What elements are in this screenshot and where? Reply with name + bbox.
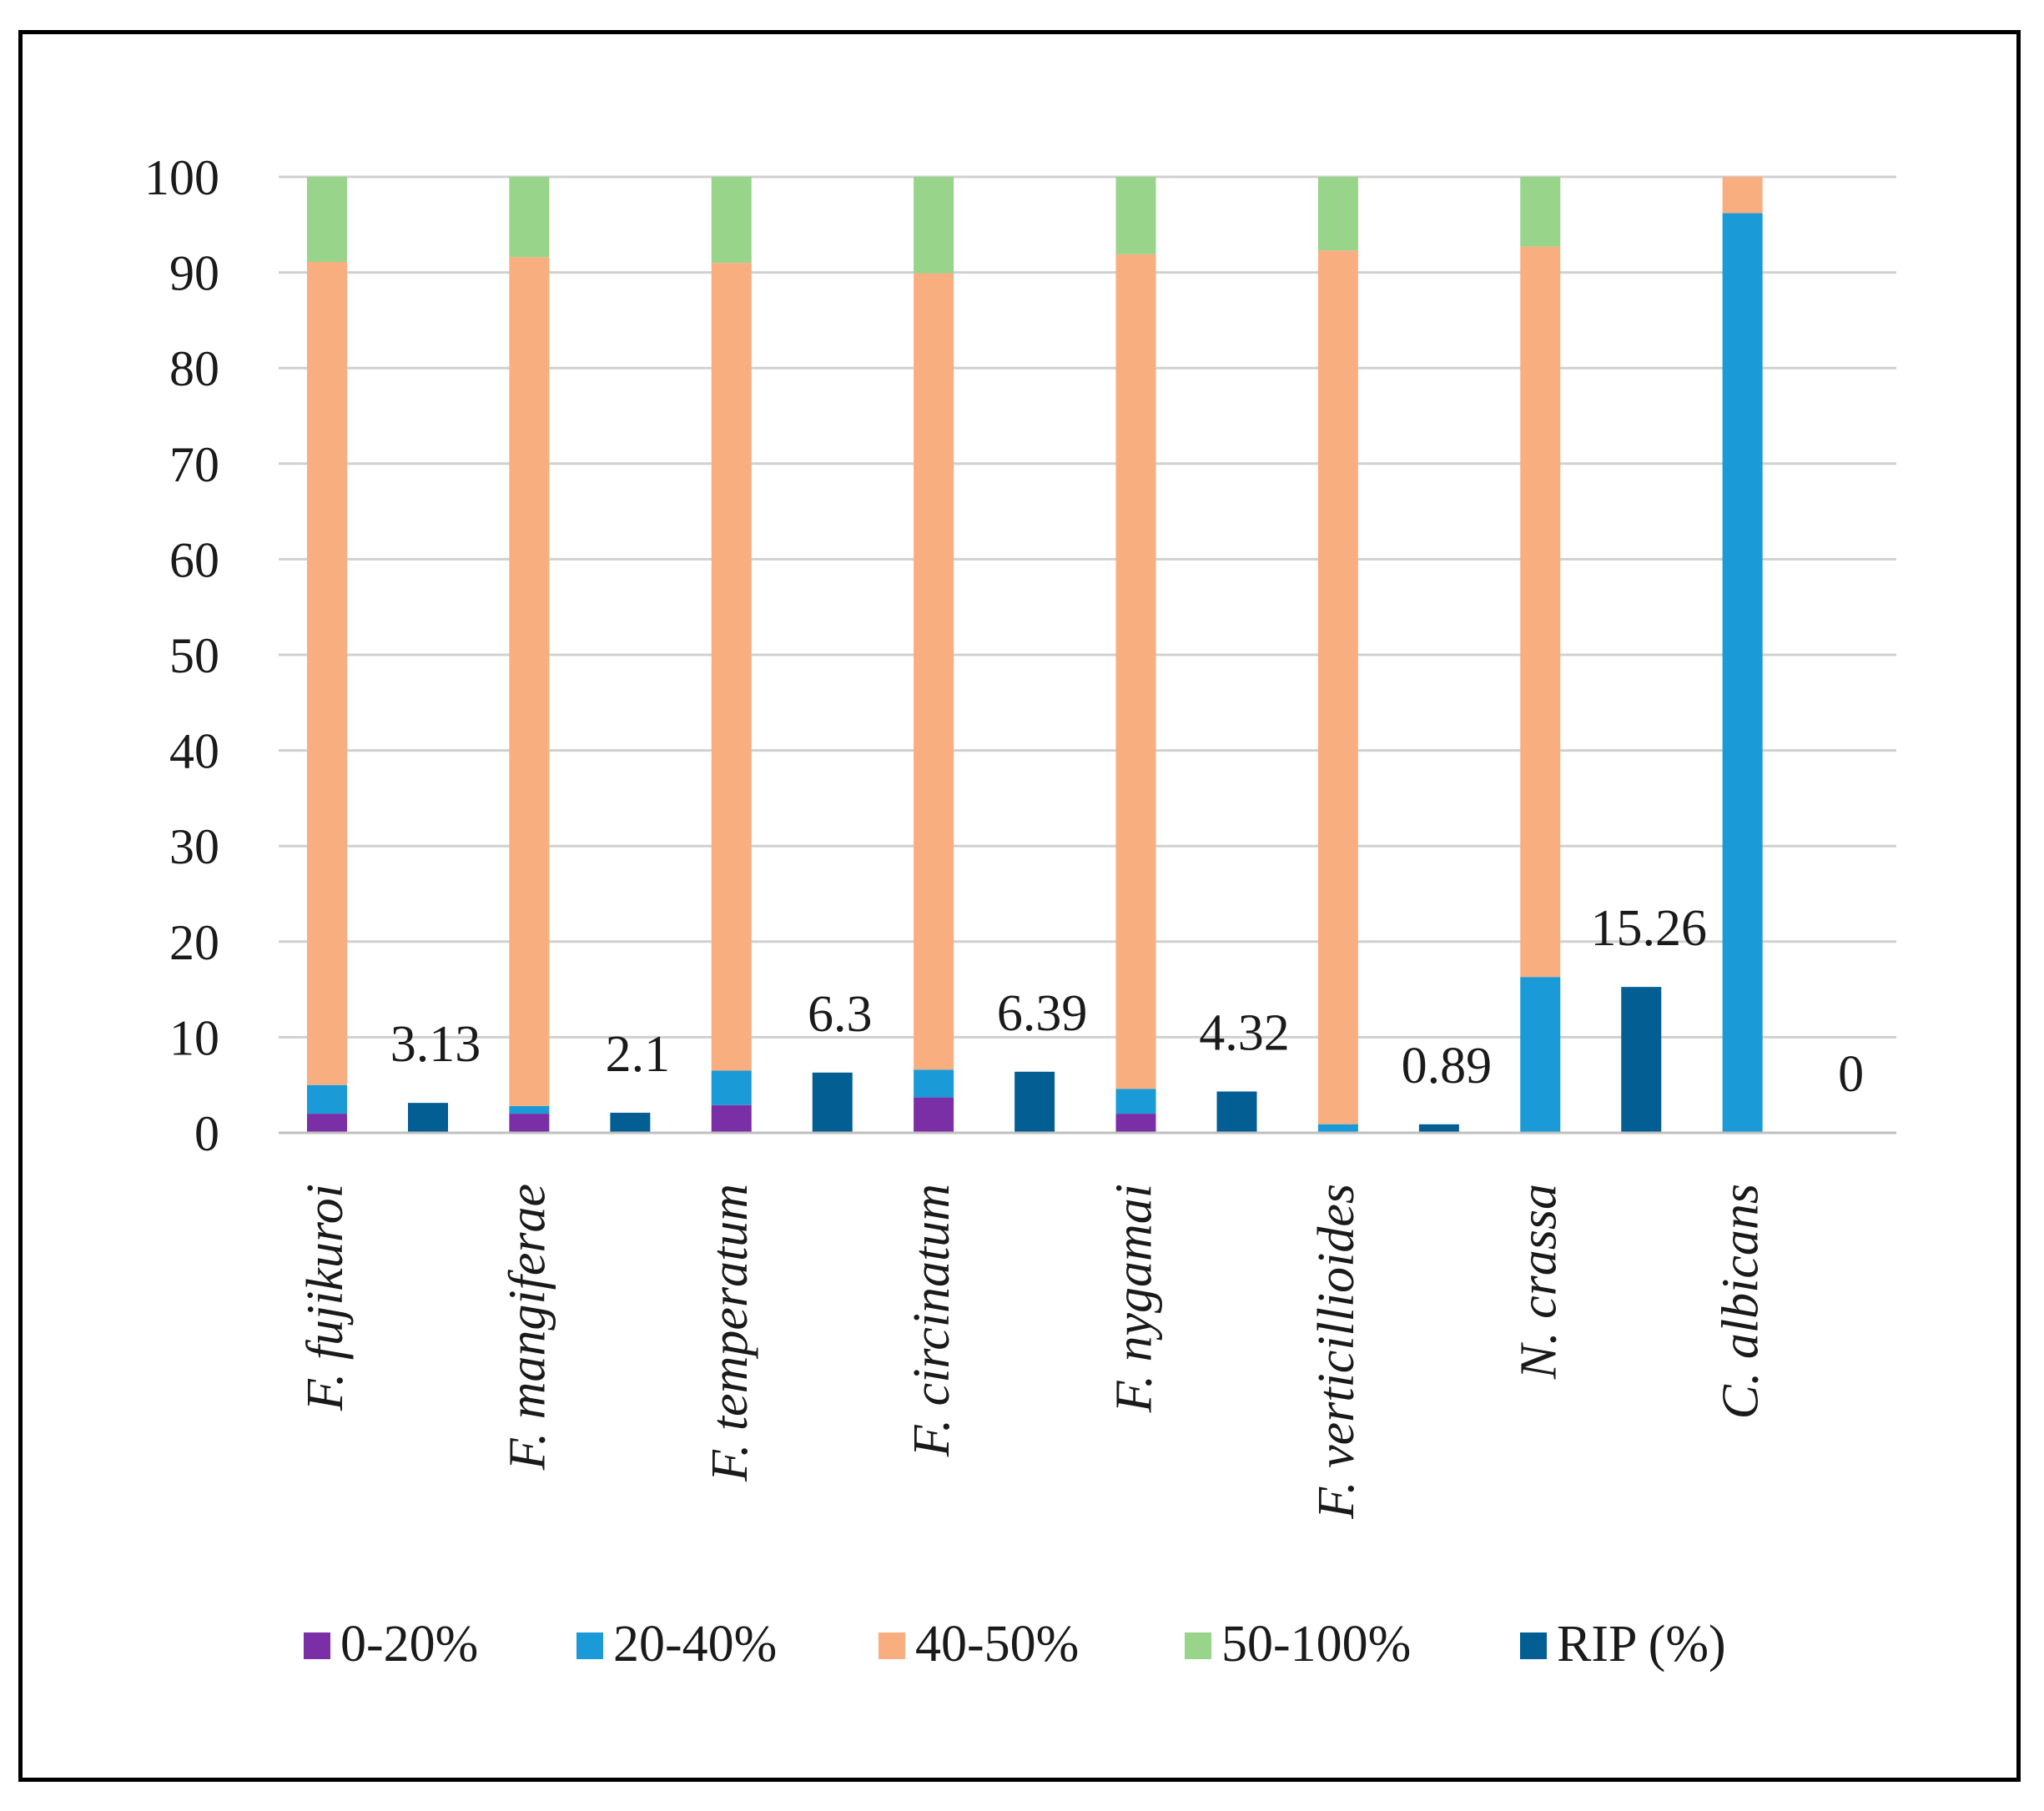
- bar-segment-20-40%: [509, 1105, 550, 1114]
- bar-segment-40-50%: [711, 263, 752, 1071]
- category-label: F. circinatum: [904, 1184, 960, 1457]
- bar-segment-40-50%: [1115, 254, 1156, 1089]
- bar-segment-50-100%: [711, 177, 752, 264]
- category-labels: F. fujikuroi F. mangiferae F. temperatum F.…: [297, 1184, 1770, 1520]
- bar-segment-0-20%: [307, 1114, 347, 1133]
- y-tick-label: 20: [169, 915, 219, 970]
- legend-swatch-RIP (%): [1520, 1632, 1547, 1659]
- category-label: F. nygamai: [1106, 1184, 1163, 1413]
- y-tick-label: 0: [194, 1106, 219, 1161]
- bar-segment-40-50%: [1317, 250, 1358, 1124]
- legend-swatch-40-50%: [879, 1632, 905, 1659]
- legend-label: 0-20%: [340, 1616, 478, 1673]
- bar-segment-40-50%: [1722, 177, 1763, 214]
- legend-label: 50-100%: [1221, 1616, 1411, 1673]
- rip-data-label: 6.39: [997, 985, 1088, 1042]
- rip-data-label: 15.26: [1591, 900, 1708, 957]
- rip-data-label: 6.3: [808, 986, 873, 1043]
- rip-bar: [1014, 1071, 1055, 1133]
- rip-bar: [408, 1103, 448, 1133]
- rip-data-label: 0.89: [1402, 1038, 1493, 1094]
- data-labels: 3.13 2.1 6.3 6.39 4.32 0.89 15.26 0: [390, 900, 1864, 1103]
- bar-segment-40-50%: [914, 273, 954, 1070]
- bar-segment-20-40%: [1115, 1089, 1156, 1114]
- chart: 0 10 20 30 40 50 60 70 80 90 100 3.13 2.1 6.3 6.39 4.3…: [144, 150, 1896, 1673]
- rip-bar: [812, 1072, 853, 1133]
- bar-segment-0-20%: [711, 1104, 752, 1133]
- bar-segment-0-20%: [509, 1114, 550, 1133]
- rip-data-label: 2.1: [606, 1026, 671, 1083]
- rip-bar: [610, 1112, 651, 1133]
- y-tick-label: 30: [169, 819, 219, 874]
- bar-segment-50-100%: [307, 177, 347, 262]
- bar-segment-20-40%: [914, 1069, 954, 1098]
- bar-segment-0-20%: [1115, 1114, 1156, 1133]
- bar-segment-50-100%: [509, 177, 550, 258]
- y-tick-label: 100: [144, 150, 219, 205]
- bars: [307, 177, 1763, 1134]
- legend-label: 20-40%: [613, 1616, 777, 1673]
- bar-segment-20-40%: [1317, 1124, 1358, 1133]
- legend: 0-20% 20-40% 40-50% 50-100% RIP (%): [304, 1616, 1726, 1673]
- rip-bar: [1216, 1091, 1257, 1133]
- legend-swatch-0-20%: [304, 1632, 330, 1659]
- category-label: F. verticillioides: [1308, 1184, 1365, 1520]
- legend-swatch-20-40%: [576, 1632, 603, 1659]
- bar-segment-20-40%: [1520, 977, 1561, 1133]
- bar-segment-50-100%: [914, 177, 954, 274]
- category-label: C. albicans: [1713, 1184, 1770, 1419]
- y-tick-label: 40: [169, 724, 219, 779]
- category-label: F. temperatum: [702, 1184, 758, 1482]
- rip-data-label: 4.32: [1199, 1004, 1290, 1061]
- category-label: F. fujikuroi: [297, 1184, 354, 1411]
- y-tick-label: 60: [169, 532, 219, 587]
- y-tick-label: 90: [169, 246, 219, 301]
- category-label: F. mangiferae: [499, 1184, 556, 1471]
- bar-segment-50-100%: [1317, 177, 1358, 251]
- bar-segment-40-50%: [307, 261, 347, 1085]
- rip-data-label: 0: [1838, 1046, 1864, 1103]
- rip-bar: [1621, 987, 1662, 1133]
- y-tick-label: 70: [169, 437, 219, 492]
- bar-segment-50-100%: [1115, 177, 1156, 254]
- category-label: N. crassa: [1510, 1184, 1567, 1380]
- rip-bar: [1418, 1124, 1459, 1133]
- y-axis-ticks: 0 10 20 30 40 50 60 70 80 90 100: [144, 150, 219, 1161]
- bar-segment-0-20%: [914, 1097, 954, 1133]
- y-tick-label: 50: [169, 628, 219, 683]
- rip-data-label: 3.13: [390, 1016, 481, 1073]
- bar-segment-20-40%: [711, 1070, 752, 1105]
- figure-frame: 0 10 20 30 40 50 60 70 80 90 100 3.13 2.1 6.3 6.39 4.3…: [18, 30, 2021, 1782]
- bar-segment-40-50%: [509, 257, 550, 1106]
- legend-label: RIP (%): [1557, 1616, 1726, 1673]
- y-tick-label: 10: [169, 1010, 219, 1065]
- legend-label: 40-50%: [915, 1616, 1079, 1673]
- bar-segment-50-100%: [1520, 177, 1561, 247]
- bar-segment-20-40%: [1722, 213, 1763, 1134]
- y-tick-label: 80: [169, 341, 219, 396]
- bar-segment-40-50%: [1520, 246, 1561, 978]
- bar-segment-20-40%: [307, 1084, 347, 1114]
- legend-swatch-50-100%: [1185, 1632, 1211, 1659]
